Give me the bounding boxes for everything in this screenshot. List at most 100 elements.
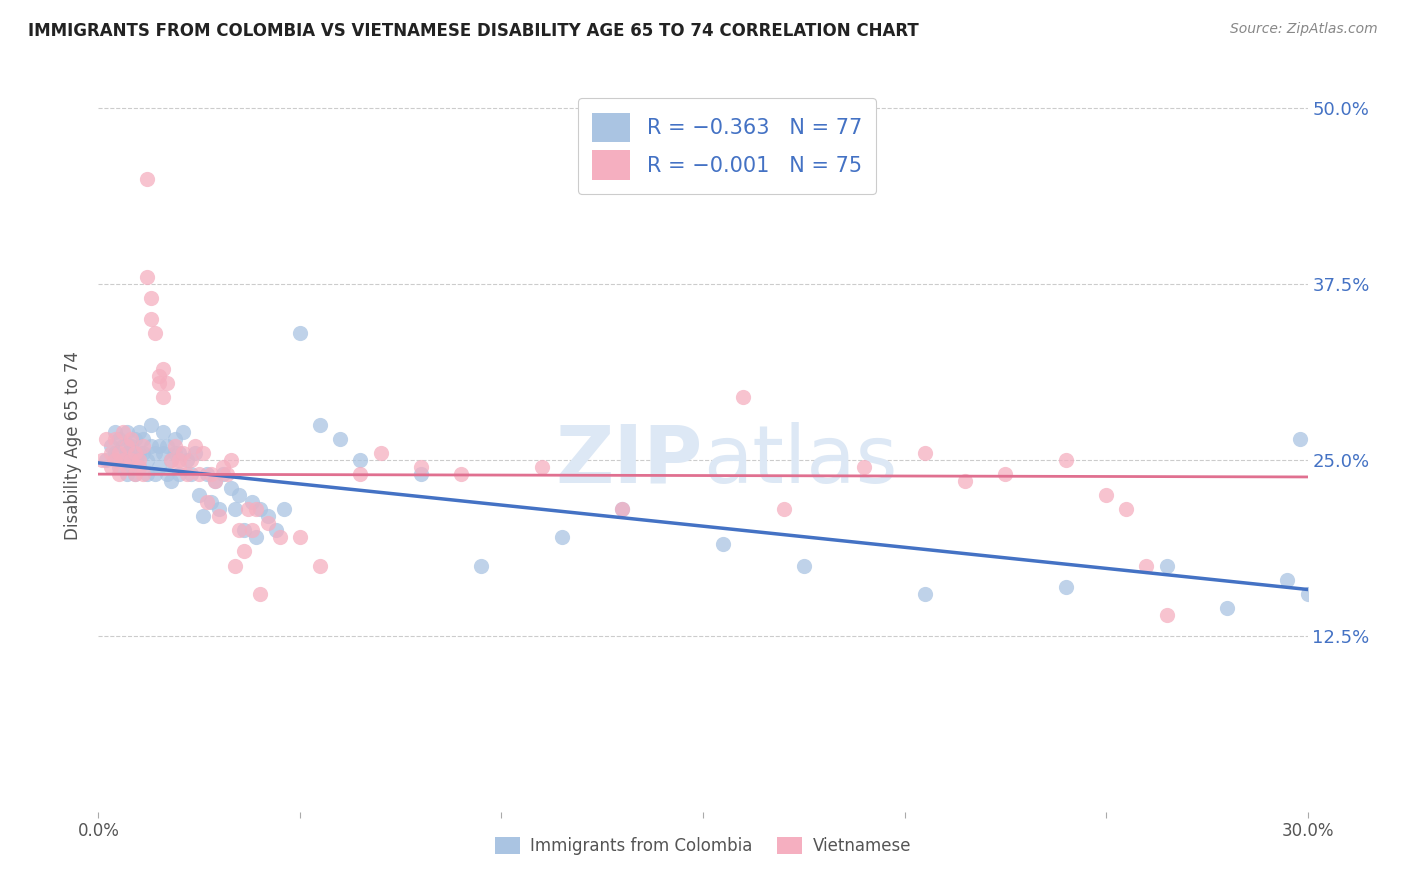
Point [115, 467, 138, 482]
Y-axis label: Disability Age 65 to 74: Disability Age 65 to 74 [65, 351, 83, 541]
Point [212, 467, 235, 482]
Point [172, 446, 194, 460]
Point [148, 439, 170, 453]
Point [1135, 558, 1157, 573]
Point [115, 446, 138, 460]
Point [163, 439, 186, 453]
Point [249, 502, 271, 516]
Point [370, 446, 392, 460]
Point [204, 474, 226, 488]
Point [245, 530, 267, 544]
Point [256, 516, 278, 531]
Point [772, 502, 794, 516]
Point [152, 390, 174, 404]
Point [160, 453, 183, 467]
Point [148, 460, 170, 475]
Point [204, 474, 226, 488]
Point [143, 446, 166, 460]
Point [100, 446, 122, 460]
Point [156, 467, 179, 482]
Point [111, 453, 134, 467]
Point [224, 502, 246, 516]
Point [188, 467, 211, 482]
Point [111, 453, 134, 467]
Point [107, 467, 129, 482]
Point [115, 425, 138, 439]
Point [135, 270, 157, 285]
Point [167, 446, 190, 460]
Point [128, 453, 150, 467]
Point [132, 432, 155, 446]
Point [914, 446, 936, 460]
Point [96, 453, 118, 467]
Point [124, 467, 146, 482]
Point [212, 460, 235, 475]
Point [115, 439, 138, 453]
Text: atlas: atlas [703, 422, 897, 500]
Point [91, 453, 114, 467]
Point [1296, 587, 1319, 601]
Point [612, 502, 634, 516]
Point [135, 171, 157, 186]
Point [409, 460, 432, 475]
Point [167, 453, 190, 467]
Point [143, 467, 166, 482]
Point [193, 509, 215, 524]
Point [132, 467, 155, 482]
Point [139, 291, 162, 305]
Point [115, 460, 138, 475]
Point [288, 326, 311, 341]
Point [184, 446, 207, 460]
Point [100, 439, 122, 453]
Point [128, 446, 150, 460]
Point [167, 460, 190, 475]
Point [208, 502, 231, 516]
Point [1054, 453, 1077, 467]
Point [103, 453, 125, 467]
Point [914, 587, 936, 601]
Point [184, 439, 207, 453]
Point [224, 558, 246, 573]
Point [612, 502, 634, 516]
Point [853, 460, 876, 475]
Point [124, 453, 146, 467]
Point [193, 446, 215, 460]
Point [269, 530, 291, 544]
Text: Source: ZipAtlas.com: Source: ZipAtlas.com [1230, 22, 1378, 37]
Point [132, 446, 155, 460]
Point [195, 467, 218, 482]
Point [152, 446, 174, 460]
Point [711, 537, 734, 551]
Point [124, 446, 146, 460]
Point [96, 432, 118, 446]
Point [167, 467, 190, 482]
Point [128, 460, 150, 475]
Point [245, 502, 267, 516]
Point [228, 488, 250, 502]
Point [264, 524, 287, 538]
Point [530, 460, 553, 475]
Point [1156, 607, 1178, 622]
Point [120, 460, 142, 475]
Point [139, 417, 162, 432]
Point [111, 439, 134, 453]
Point [128, 425, 150, 439]
Point [100, 460, 122, 475]
Point [120, 432, 142, 446]
Point [135, 467, 157, 482]
Point [329, 432, 352, 446]
Point [120, 453, 142, 467]
Point [236, 502, 259, 516]
Point [1288, 432, 1310, 446]
Point [152, 361, 174, 376]
Point [1216, 600, 1239, 615]
Point [132, 439, 155, 453]
Point [172, 425, 194, 439]
Point [156, 376, 179, 390]
Point [111, 425, 134, 439]
Point [139, 439, 162, 453]
Point [160, 474, 183, 488]
Point [107, 460, 129, 475]
Point [1277, 573, 1299, 587]
Point [309, 417, 332, 432]
